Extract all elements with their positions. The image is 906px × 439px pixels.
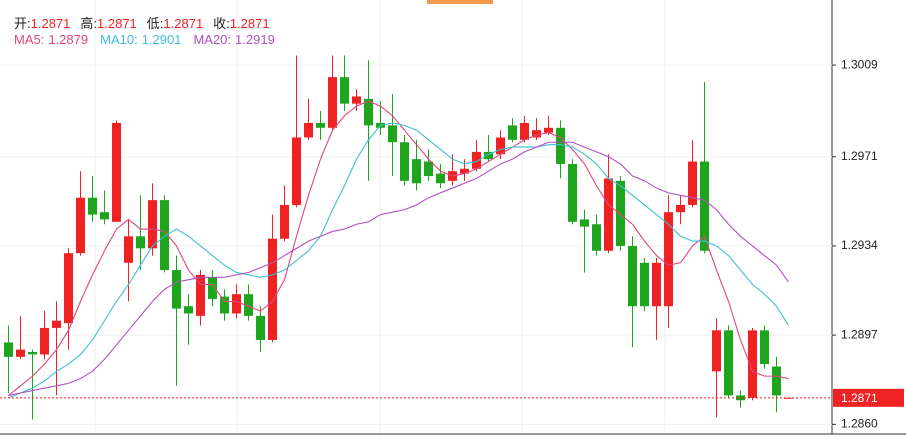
candle-body: [4, 342, 13, 357]
candle-body: [148, 200, 157, 249]
ohlc-item: 收:1.2871: [213, 13, 269, 32]
ohlc-item: 开:1.2871: [14, 13, 70, 32]
ohlc-item: 高:1.2871: [80, 13, 136, 32]
candle-body: [244, 294, 253, 316]
candle-body: [280, 204, 289, 239]
candle-body: [184, 306, 193, 314]
candle-body: [700, 161, 709, 251]
legend-item: MA5: 1.2879: [14, 32, 88, 47]
legend-name: MA5:: [14, 32, 45, 47]
candle-body: [544, 127, 553, 133]
ma-line: [8, 141, 789, 396]
candle-body: [568, 163, 577, 222]
candle-body: [652, 262, 661, 307]
price-label: 1.2871: [841, 391, 878, 405]
y-tick-label: 1.2971: [841, 149, 878, 163]
ma-legend: MA5: 1.2879 MA10: 1.2901 MA20: 1.2919: [14, 32, 277, 47]
ohlc-value: 1.2871: [229, 16, 270, 31]
candle-body: [256, 315, 265, 340]
candle-body: [88, 197, 97, 215]
ohlc-value: 1.2871: [97, 16, 137, 31]
candle-body: [436, 173, 445, 184]
candle-body: [364, 98, 373, 126]
candle-body: [592, 224, 601, 251]
candle-body: [712, 330, 721, 372]
candle-body: [208, 277, 217, 299]
candle-body: [232, 294, 241, 314]
candle-body: [772, 366, 781, 396]
legend-item: MA20: 1.2919: [193, 32, 274, 47]
candle-body: [160, 200, 169, 271]
candle-body: [352, 96, 361, 104]
candle-body: [496, 137, 505, 155]
price-box: [833, 388, 904, 407]
candle-body: [388, 125, 397, 143]
candle-body: [508, 125, 517, 140]
candle-body: [556, 127, 565, 164]
candle-body: [304, 122, 313, 138]
candle-body: [760, 330, 769, 365]
y-tick-label: 1.3009: [841, 57, 878, 71]
candle-body: [580, 219, 589, 227]
candle-body: [124, 236, 133, 263]
candle-body: [400, 142, 409, 181]
candle-body: [748, 330, 757, 398]
candle-body: [604, 178, 613, 251]
ma-line: [8, 100, 789, 396]
candle-body: [484, 151, 493, 160]
candle-body: [136, 236, 145, 249]
ohlc-value: 1.2871: [30, 16, 71, 31]
candle-body: [268, 238, 277, 340]
top-tab: [427, 0, 493, 4]
candle-body: [724, 330, 733, 396]
candle-body: [28, 352, 37, 355]
y-tick-label: 1.2860: [841, 417, 878, 431]
legend-value: 1.2879: [48, 32, 89, 47]
candle-body: [424, 161, 433, 177]
candle-body: [52, 320, 61, 328]
candle-body: [316, 122, 325, 128]
legend-name: MA10:: [100, 32, 138, 47]
candle-body: [172, 270, 181, 309]
candle-body: [340, 77, 349, 104]
candle-body: [676, 204, 685, 213]
ohlc-header: 开:1.2871 高:1.2871 低:1.2871 收:1.2871: [14, 13, 270, 32]
candle-body: [196, 274, 205, 316]
candle-body: [628, 245, 637, 307]
candle-body: [640, 262, 649, 307]
candles: [4, 55, 793, 420]
candle-body: [100, 212, 109, 220]
candle-body: [40, 327, 49, 355]
candle-body: [292, 137, 301, 205]
candle-body: [16, 349, 25, 357]
candle-body: [688, 161, 697, 205]
y-tick-label: 1.2897: [841, 327, 878, 341]
legend-value: 1.2919: [235, 32, 275, 47]
candle-body: [412, 159, 421, 184]
ohlc-label: 开:: [14, 16, 31, 31]
ohlc-item: 低:1.2871: [147, 13, 203, 32]
y-tick-label: 1.2934: [841, 238, 878, 252]
candle-body: [616, 180, 625, 246]
legend-value: 1.2901: [141, 32, 182, 47]
candle-body: [64, 253, 73, 324]
candle-body: [76, 197, 85, 254]
candle-body: [112, 122, 121, 222]
candle-body: [220, 296, 229, 314]
candle-body: [472, 151, 481, 169]
legend-item: MA10: 1.2901: [100, 32, 181, 47]
ohlc-value: 1.2871: [163, 16, 204, 31]
ohlc-label: 低:: [146, 16, 164, 31]
ma-line: [8, 122, 789, 399]
ohlc-label: 高:: [80, 16, 98, 31]
candle-body: [664, 212, 673, 307]
candle-body: [460, 168, 469, 174]
legend-name: MA20:: [193, 32, 232, 47]
candle-body: [532, 130, 541, 138]
ohlc-label: 收:: [213, 16, 230, 31]
candle-body: [328, 77, 337, 128]
candle-body: [520, 122, 529, 140]
